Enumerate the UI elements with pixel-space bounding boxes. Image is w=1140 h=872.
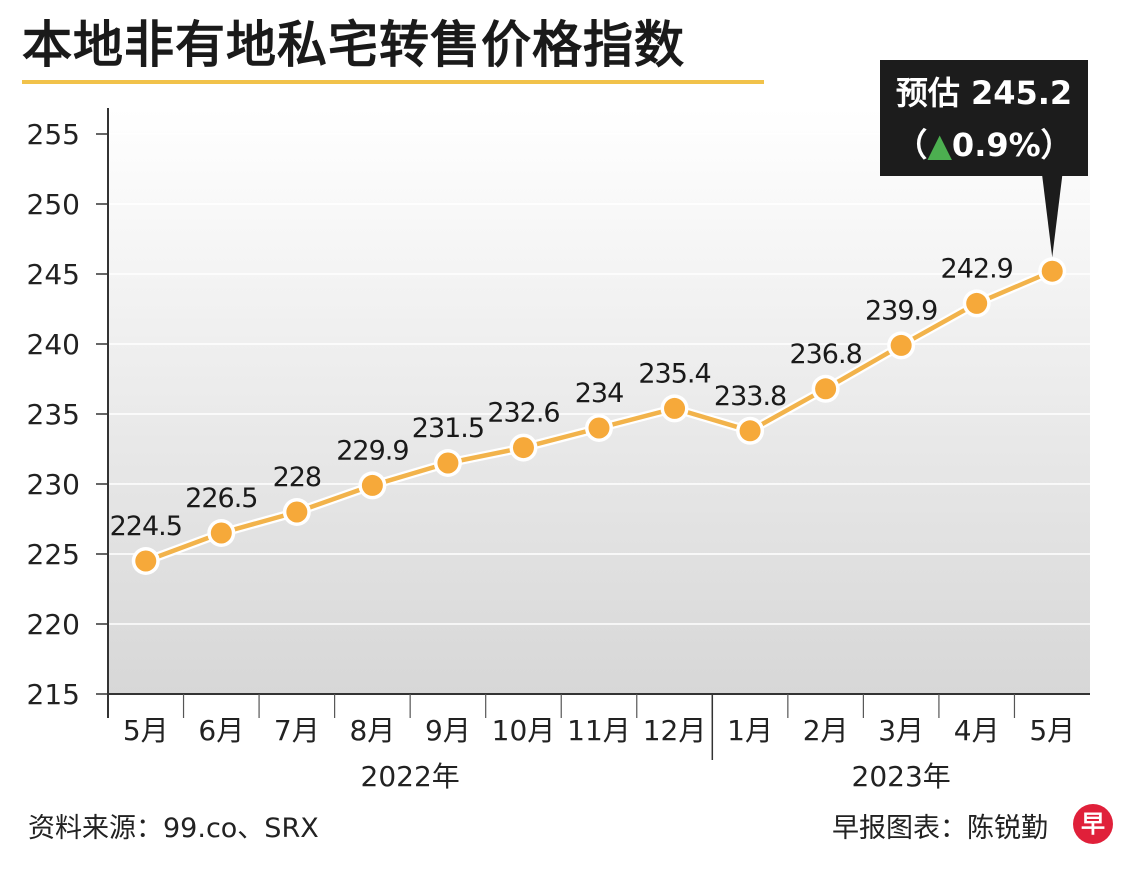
zaobao-logo-icon: 早 bbox=[1073, 804, 1113, 844]
data-label: 229.9 bbox=[336, 435, 408, 466]
data-point bbox=[286, 501, 308, 523]
data-point bbox=[512, 437, 534, 459]
plot-background bbox=[108, 108, 1090, 694]
callout-pointer bbox=[1042, 176, 1063, 258]
data-point bbox=[361, 474, 383, 496]
chart-title: 本地非有地私宅转售价格指数 bbox=[22, 16, 685, 74]
data-label: 235.4 bbox=[638, 358, 710, 389]
data-label: 232.6 bbox=[487, 398, 559, 429]
up-arrow-icon: ▲ bbox=[927, 126, 952, 164]
x-tick-label: 8月 bbox=[349, 714, 395, 747]
x-tick-label: 5月 bbox=[123, 714, 169, 747]
y-tick-label: 240 bbox=[27, 328, 80, 361]
data-label: 231.5 bbox=[412, 413, 484, 444]
x-tick-label: 9月 bbox=[425, 714, 471, 747]
data-label: 233.8 bbox=[714, 381, 786, 412]
callout-value: 预估 245.2 bbox=[896, 74, 1072, 112]
data-point bbox=[588, 417, 610, 439]
y-tick-label: 230 bbox=[27, 468, 80, 501]
y-tick-label: 235 bbox=[27, 398, 80, 431]
data-point bbox=[890, 334, 912, 356]
title-underline bbox=[22, 80, 764, 84]
callout-change: （▲0.9%） bbox=[895, 126, 1072, 164]
callout-box bbox=[880, 60, 1088, 176]
y-tick-label: 225 bbox=[27, 538, 80, 571]
data-label: 239.9 bbox=[865, 295, 937, 326]
x-tick-label: 2月 bbox=[803, 714, 849, 747]
callout-paren-close: ） bbox=[1041, 126, 1073, 164]
data-label: 242.9 bbox=[941, 253, 1013, 284]
data-point bbox=[437, 452, 459, 474]
data-point bbox=[210, 522, 232, 544]
x-tick-label: 7月 bbox=[274, 714, 320, 747]
y-tick-label: 215 bbox=[27, 678, 80, 711]
x-tick-label: 1月 bbox=[727, 714, 773, 747]
x-tick-label: 6月 bbox=[198, 714, 244, 747]
callout-paren-open: （ bbox=[895, 126, 927, 164]
y-tick-label: 255 bbox=[27, 118, 80, 151]
callout-change-value: 0.9% bbox=[952, 126, 1041, 164]
data-point bbox=[664, 397, 686, 419]
data-point bbox=[739, 420, 761, 442]
y-tick-label: 220 bbox=[27, 608, 80, 641]
data-point bbox=[815, 378, 837, 400]
x-tick-label: 12月 bbox=[643, 714, 707, 747]
data-label: 228 bbox=[273, 462, 322, 493]
data-label: 236.8 bbox=[789, 339, 861, 370]
data-label: 226.5 bbox=[185, 483, 257, 514]
chart-credit: 早报图表：陈锐勤 bbox=[832, 813, 1048, 844]
x-tick-label: 10月 bbox=[492, 714, 556, 747]
x-tick-label: 3月 bbox=[878, 714, 924, 747]
x-tick-label: 5月 bbox=[1029, 714, 1075, 747]
source-note: 资料来源：99.co、SRX bbox=[28, 813, 319, 844]
year-group-label: 2023年 bbox=[852, 760, 951, 793]
year-group-label: 2022年 bbox=[361, 760, 460, 793]
data-label: 234 bbox=[575, 378, 624, 409]
data-point bbox=[966, 292, 988, 314]
y-tick-label: 245 bbox=[27, 258, 80, 291]
x-tick-label: 4月 bbox=[954, 714, 1000, 747]
data-label: 224.5 bbox=[110, 511, 182, 542]
data-point bbox=[1041, 260, 1063, 282]
y-tick-label: 250 bbox=[27, 188, 80, 221]
data-point bbox=[135, 550, 157, 572]
x-tick-label: 11月 bbox=[567, 714, 631, 747]
